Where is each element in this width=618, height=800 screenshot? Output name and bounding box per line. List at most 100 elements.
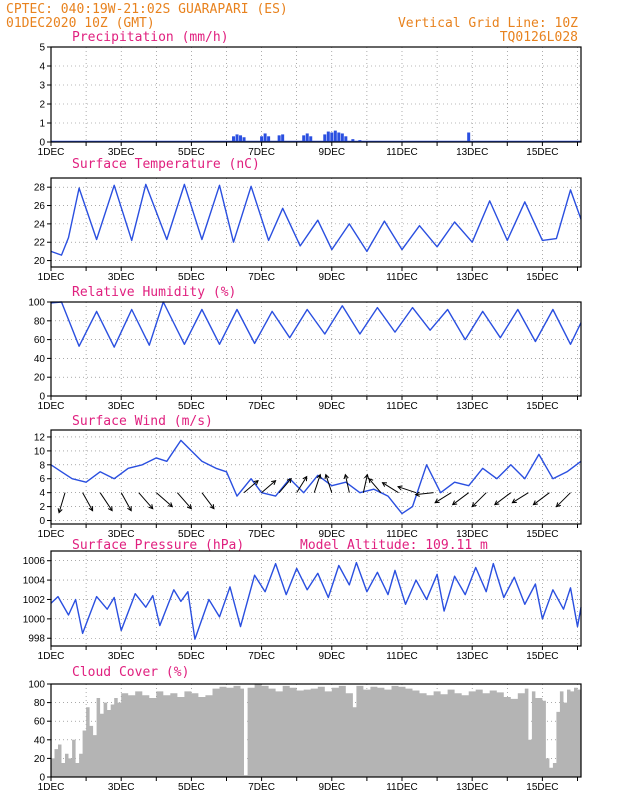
xtick-label: 13DEC: [456, 272, 488, 283]
ytick-label: 100: [28, 680, 45, 691]
xtick-label: 3DEC: [108, 401, 135, 412]
ytick-label: 1006: [23, 556, 46, 567]
xtick-label: 15DEC: [526, 272, 558, 283]
precip-bar: [281, 134, 285, 142]
wind-arrow-head: [286, 477, 292, 484]
wind-arrow: [533, 492, 550, 506]
xtick-label: 9DEC: [318, 272, 345, 283]
series-line-wind: [50, 439, 582, 515]
series-line-press: [50, 561, 582, 640]
wind-arrow-head: [88, 506, 94, 512]
xtick-label: 13DEC: [456, 401, 488, 412]
wind-arrow-head: [368, 477, 374, 484]
ytick-label: 2: [39, 502, 45, 513]
ytick-label: 1004: [23, 576, 46, 587]
xtick-label: 1DEC: [38, 272, 65, 283]
series-line-temp: [50, 183, 582, 256]
xtick-label: 5DEC: [178, 529, 205, 540]
xtick-label: 3DEC: [108, 651, 135, 662]
wind-arrow: [201, 492, 215, 509]
precip-bar: [242, 137, 246, 142]
ytick-label: 10: [34, 446, 46, 457]
xtick-label: 11DEC: [386, 529, 418, 540]
xtick-label: 15DEC: [526, 651, 558, 662]
xtick-label: 7DEC: [248, 401, 275, 412]
xtick-label: 5DEC: [178, 401, 205, 412]
xtick-label: 3DEC: [108, 272, 135, 283]
xtick-label: 13DEC: [456, 651, 488, 662]
wind-arrow: [138, 492, 154, 509]
wind-arrow: [155, 492, 173, 508]
precip-bar: [323, 134, 327, 142]
xtick-label: 11DEC: [386, 272, 418, 283]
wind-arrow: [82, 492, 94, 511]
ytick-label: 80: [34, 316, 46, 327]
wind-arrow-head: [148, 504, 154, 510]
xtick-label: 5DEC: [178, 147, 205, 158]
xtick-label: 11DEC: [386, 651, 418, 662]
ytick-label: 0: [39, 773, 45, 784]
wind-arrow: [58, 492, 66, 513]
xtick-label: 9DEC: [318, 401, 345, 412]
wind-arrow: [494, 492, 512, 506]
ytick-label: 22: [34, 238, 46, 249]
header-model: TQ0126L028: [500, 30, 578, 45]
wind-arrow: [434, 492, 452, 504]
ytick-label: 0: [39, 516, 45, 527]
wind-arrow-head: [186, 504, 193, 510]
wind-arrow-head: [532, 500, 538, 506]
wind-arrow-head: [414, 491, 420, 497]
panel-subtitle: Model Altitude: 109.11 m: [300, 538, 488, 553]
ytick-label: 20: [34, 256, 46, 267]
ytick-label: 20: [34, 373, 46, 384]
xtick-label: 7DEC: [248, 651, 275, 662]
wind-arrow-head: [381, 482, 388, 487]
xtick-label: 15DEC: [526, 147, 558, 158]
xtick-label: 11DEC: [386, 401, 418, 412]
wind-arrow-head: [471, 502, 477, 508]
xtick-label: 15DEC: [526, 782, 558, 793]
wind-arrow-head: [434, 498, 440, 504]
xtick-label: 11DEC: [386, 147, 418, 158]
ytick-label: 1002: [23, 595, 46, 606]
xtick-label: 15DEC: [526, 401, 558, 412]
panel-press: Surface Pressure (hPa) Model Altitude: 10…: [23, 538, 582, 662]
wind-arrow-head: [343, 473, 349, 480]
wind-arrow-head: [511, 498, 517, 504]
wind-arrow-head: [316, 473, 322, 480]
precip-bar: [326, 131, 330, 142]
plot-frame: [50, 177, 582, 268]
panel-title: Surface Wind (m/s): [72, 414, 213, 429]
wind-arrow: [397, 486, 417, 494]
ytick-label: 20: [34, 754, 46, 765]
precip-bar: [344, 136, 348, 142]
xtick-label: 7DEC: [248, 529, 275, 540]
precip-bar: [260, 136, 264, 142]
panel-title: Cloud Cover (%): [72, 665, 189, 680]
header: CPTEC: 040:19W-21:02S GUARAPARI (ES) 01D…: [6, 2, 578, 45]
wind-arrow: [344, 474, 350, 493]
xtick-label: 1DEC: [38, 651, 65, 662]
precip-bar: [337, 132, 341, 142]
wind-arrow-head: [271, 479, 277, 486]
ytick-label: 60: [34, 717, 46, 728]
xtick-label: 9DEC: [318, 651, 345, 662]
ytick-label: 4: [39, 488, 45, 499]
panel-title: Surface Pressure (hPa): [72, 538, 244, 553]
wind-arrow-head: [253, 479, 259, 486]
header-station: CPTEC: 040:19W-21:02S GUARAPARI (ES): [6, 2, 288, 17]
xtick-label: 1DEC: [38, 401, 65, 412]
precip-bar: [305, 133, 309, 142]
xtick-label: 1DEC: [38, 782, 65, 793]
wind-arrow: [176, 492, 192, 509]
wind-arrow-head: [451, 500, 458, 506]
precip-bar: [340, 133, 344, 142]
xtick-label: 3DEC: [108, 147, 135, 158]
panel-rh: Relative Humidity (%) 0 20 40 60 80 100 1DEC 3DE…: [28, 285, 582, 412]
wind-arrow: [120, 492, 132, 511]
ytick-label: 1: [39, 119, 45, 130]
xtick-label: 15DEC: [526, 529, 558, 540]
ytick-label: 60: [34, 335, 46, 346]
xtick-label: 1DEC: [38, 529, 65, 540]
wind-arrow: [296, 476, 308, 493]
